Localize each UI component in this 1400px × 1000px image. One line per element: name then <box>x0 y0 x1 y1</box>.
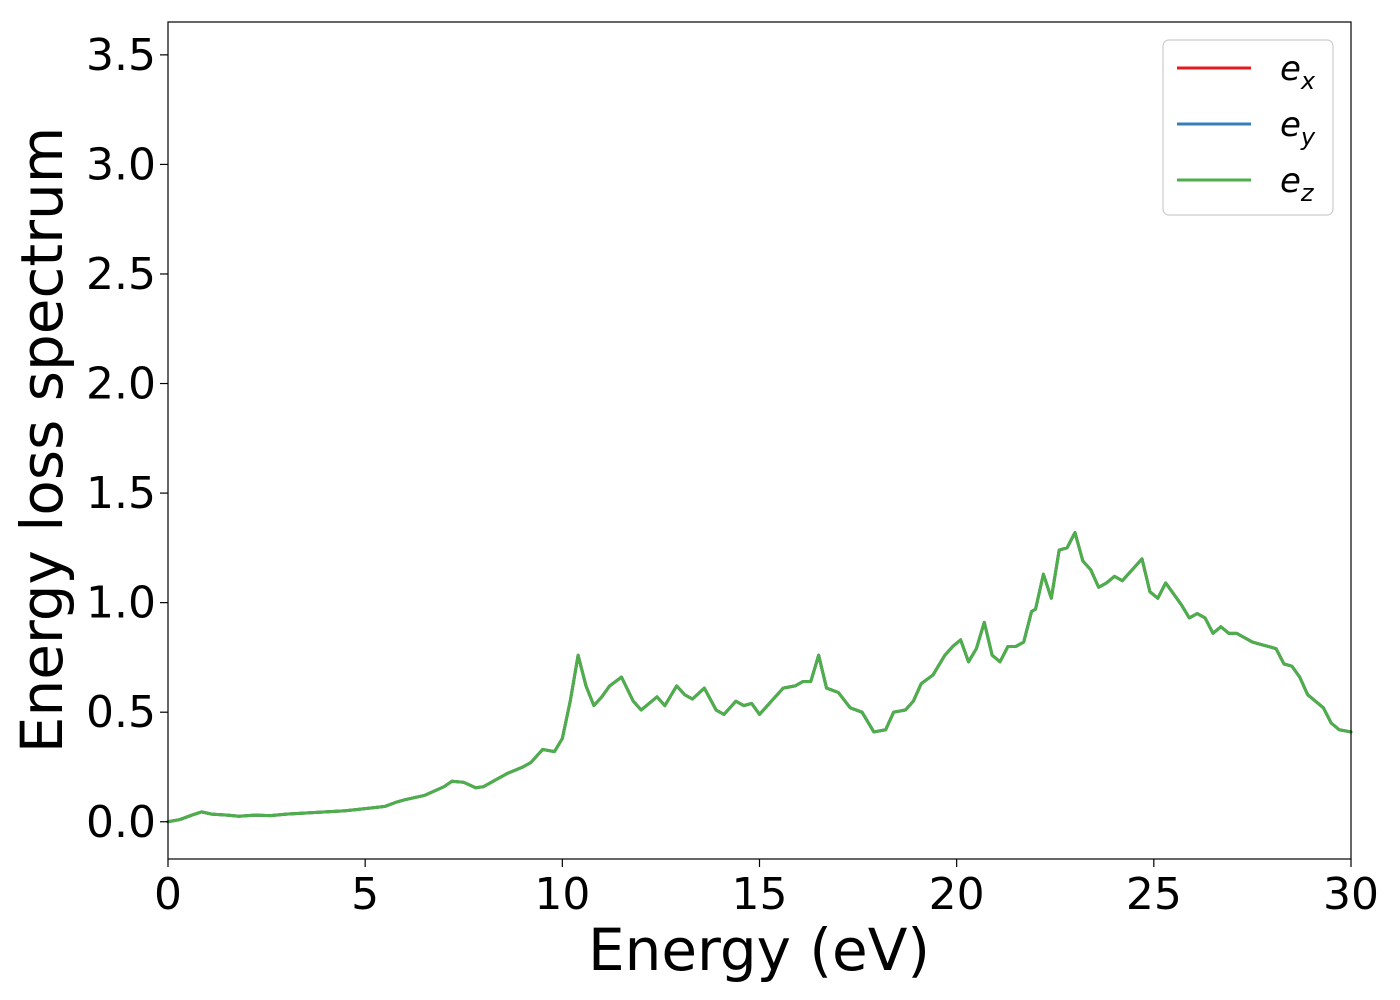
y-axis-ticks: 0.0 0.5 1.0 1.5 2.0 2.5 3.0 3.5 <box>86 30 168 848</box>
x-tick-label: 25 <box>1126 869 1182 920</box>
y-axis-label: Energy loss spectrum <box>8 127 76 753</box>
series-layer <box>166 531 1353 824</box>
y-tick-label: 3.0 <box>86 139 156 190</box>
x-tick-label: 20 <box>929 869 985 920</box>
y-tick-label: 1.0 <box>86 578 156 629</box>
y-tick-label: 2.0 <box>86 359 156 410</box>
legend-label-ez: ez <box>1280 161 1315 207</box>
x-tick-label: 10 <box>534 869 590 920</box>
x-axis-ticks: 0 5 10 15 20 25 30 <box>154 859 1379 920</box>
legend-box <box>1162 39 1334 216</box>
y-tick-label: 2.5 <box>86 249 156 300</box>
y-tick-label: 3.5 <box>86 30 156 81</box>
legend: ex ey ez <box>1162 39 1334 216</box>
x-tick-label: 5 <box>351 869 379 920</box>
y-tick-label: 1.5 <box>86 468 156 519</box>
x-tick-label: 0 <box>154 869 182 920</box>
x-tick-label: 30 <box>1323 869 1379 920</box>
y-tick-label: 0.5 <box>86 687 156 738</box>
legend-label-ex: ex <box>1280 49 1316 95</box>
y-tick-label: 0.0 <box>86 797 156 848</box>
series-line-e-z <box>166 531 1353 824</box>
x-tick-label: 15 <box>732 869 788 920</box>
legend-label-ey: ey <box>1280 105 1316 151</box>
x-axis-label: Energy (eV) <box>588 916 930 984</box>
